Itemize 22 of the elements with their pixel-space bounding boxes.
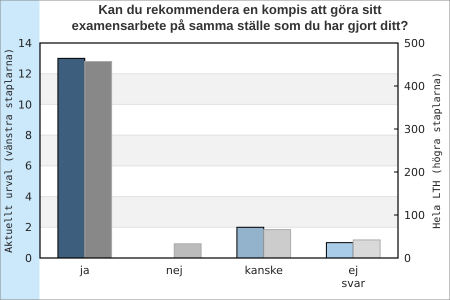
chart-title: Kan du rekommendera en kompis att göra sitt examensarbete på samma ställe som du har gjort ditt? <box>72 2 408 33</box>
bar <box>174 243 202 258</box>
y2-tick-label: 100 <box>404 208 425 222</box>
y2-tick-label: 500 <box>404 36 425 50</box>
y2-tick-label: 200 <box>404 166 425 179</box>
y2-tick-label: 0 <box>404 252 411 265</box>
y-tick-label: 12 <box>18 68 32 81</box>
x-tick-label: nej <box>166 264 183 277</box>
y-tick-label: 0 <box>25 252 32 265</box>
y2-tick-label: 400 <box>404 80 425 93</box>
y2-axis-title: Hela LTH (högra staplarna) <box>432 72 443 229</box>
y-tick-label: 8 <box>25 128 32 142</box>
y-tick-label: 2 <box>25 221 32 234</box>
y-tick-label: 10 <box>18 98 32 112</box>
y-tick-label: 6 <box>25 160 32 173</box>
x-tick-label: ej svar <box>341 264 366 290</box>
x-tick-label: kanske <box>244 264 284 277</box>
y-axis-title: Aktuellt urval (vänstra staplarna) <box>4 48 15 253</box>
y-tick-label: 14 <box>18 36 32 50</box>
y2-tick-label: 300 <box>404 122 425 136</box>
x-tick-label: ja <box>78 264 90 277</box>
y-tick-label: 4 <box>25 190 32 204</box>
